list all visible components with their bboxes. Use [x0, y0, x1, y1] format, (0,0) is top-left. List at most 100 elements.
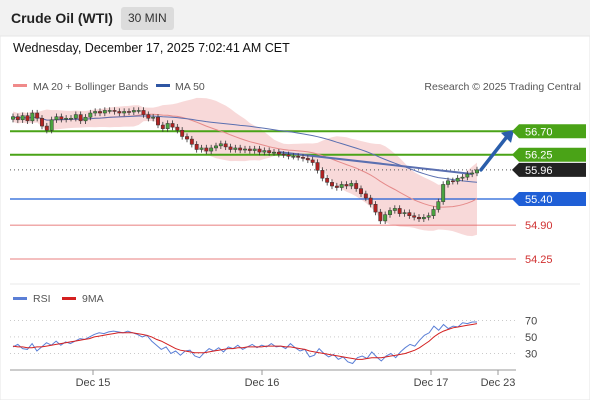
candle-body [296, 156, 301, 158]
level-box-3 [512, 192, 586, 207]
candle-body [315, 162, 320, 171]
candle-body [83, 116, 88, 122]
candle-body [354, 183, 359, 189]
candle-body [305, 158, 310, 161]
candle-body [151, 116, 156, 119]
candle-body [204, 147, 209, 152]
ma20-legend-swatch [13, 84, 27, 87]
candle-body [363, 193, 368, 199]
candle-body [475, 169, 479, 174]
candle-body [286, 154, 291, 157]
candle-body [30, 112, 35, 122]
candle-body [359, 188, 363, 195]
price-levels [10, 130, 516, 260]
candle-body [402, 212, 407, 214]
candle-body [436, 201, 441, 210]
candle-body [310, 159, 315, 163]
candle-body [281, 153, 286, 156]
candles [11, 107, 479, 225]
candle-body [131, 110, 136, 113]
level-labels: 56.70 56.25 55.96 55.40 54.90 54.25 [512, 124, 586, 266]
candle-body [301, 157, 305, 159]
candle-body [64, 117, 69, 120]
candle-body [339, 184, 344, 188]
candle-body [455, 177, 460, 182]
candle-body [20, 115, 25, 121]
candle-body [460, 176, 465, 179]
rsi-ma-legend: 9MA [82, 293, 104, 305]
rsi-legend: RSI [33, 293, 51, 305]
forecast-arrow [479, 129, 514, 172]
candle-body [214, 145, 218, 149]
candle-body [127, 111, 131, 113]
x-label-2: Dec 17 [414, 377, 449, 389]
x-label-0: Dec 15 [76, 377, 111, 389]
candle-body [272, 151, 276, 154]
trend-line [278, 151, 473, 176]
rsi-ma-legend-swatch [62, 297, 76, 300]
candle-body [441, 184, 446, 202]
level-label-5: 54.25 [525, 254, 553, 266]
candle-body [122, 111, 127, 114]
candle-body [73, 114, 78, 119]
interval-button[interactable]: 30 MIN [121, 7, 174, 30]
candle-body [368, 197, 373, 205]
candle-body [185, 136, 189, 140]
candle-body [156, 116, 160, 126]
candle-body [93, 111, 98, 114]
candle-body [78, 114, 83, 122]
candle-body [25, 115, 30, 122]
chart-header: Crude Oil (WTI) 30 MIN [0, 0, 590, 36]
candle-body [49, 119, 54, 131]
candle-body [136, 110, 141, 112]
candle-body [378, 211, 383, 222]
level-box-1 [512, 147, 586, 162]
candle-body [112, 110, 117, 112]
candle-body [180, 129, 185, 137]
ma50-legend: MA 50 [175, 81, 205, 93]
candle-body [165, 123, 170, 129]
candle-body [11, 116, 15, 120]
candle-body [320, 170, 325, 179]
candle-body [117, 111, 122, 114]
candle-body [223, 143, 228, 148]
candle-body [262, 150, 267, 153]
candle-body [334, 185, 339, 188]
candle-body [349, 183, 354, 187]
candle-body [446, 180, 450, 185]
level-label-4: 54.90 [525, 220, 553, 232]
candle-body [417, 217, 421, 220]
x-axis-labels: Dec 15 Dec 16 Dec 17 Dec 23 [76, 370, 516, 389]
x-label-3: Dec 23 [481, 377, 516, 389]
candle-body [412, 215, 417, 218]
candle-body [431, 209, 436, 216]
rsi-series-1 [12, 323, 478, 360]
level-box-0 [512, 124, 586, 139]
candle-body [141, 110, 146, 115]
candle-body [189, 138, 194, 145]
level-label-1: 56.25 [525, 150, 553, 162]
candle-body [160, 124, 165, 129]
candle-body [40, 117, 44, 127]
candle-body [146, 114, 151, 119]
rsi-panel: 70 50 30 [10, 315, 537, 365]
ma50-legend-swatch [156, 84, 170, 87]
instrument-title: Crude Oil (WTI) [11, 10, 113, 26]
candle-body [54, 116, 59, 121]
arrow-shaft [479, 136, 508, 172]
candle-body [209, 147, 214, 152]
candle-body [35, 112, 40, 119]
level-box-2 [512, 162, 586, 177]
candle-body [194, 144, 199, 150]
candle-body [233, 147, 238, 150]
candle-body [88, 112, 93, 118]
candle-body [325, 177, 330, 183]
candle-body [426, 215, 431, 218]
x-label-1: Dec 16 [245, 377, 280, 389]
rsi-legend-swatch [13, 297, 27, 300]
candle-body [257, 148, 262, 153]
candle-body [252, 148, 257, 151]
candle-body [470, 172, 475, 175]
candle-body [388, 210, 392, 215]
